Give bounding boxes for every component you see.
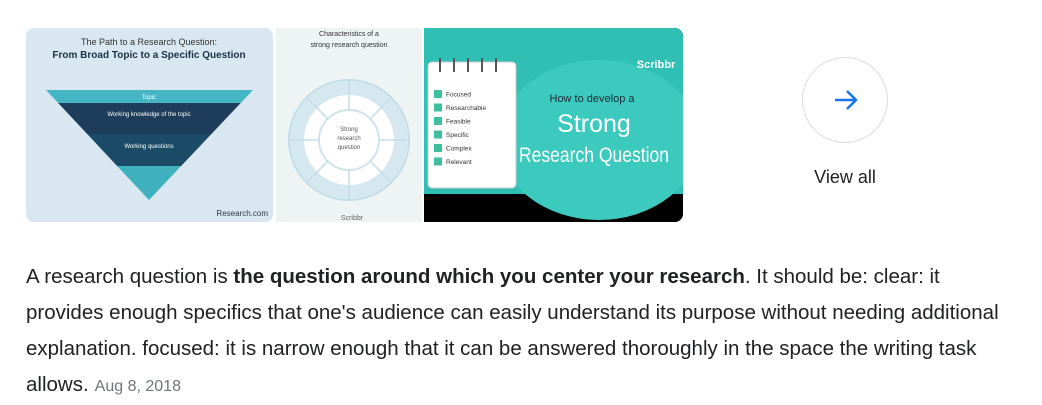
heading: Strong bbox=[557, 110, 631, 138]
checklist-item: Feasible bbox=[446, 119, 471, 126]
checklist-item: Specific bbox=[446, 132, 470, 139]
checklist-item: Relevant bbox=[446, 159, 472, 166]
view-all-button[interactable] bbox=[802, 57, 888, 143]
snippet-date: Aug 8, 2018 bbox=[94, 378, 181, 395]
title: The Path to a Research Question: bbox=[81, 37, 217, 47]
snippet-text: . It should be: clear: it provides enoug… bbox=[26, 265, 999, 396]
heading: How to develop a bbox=[550, 93, 636, 105]
checklist-item: Researchable bbox=[446, 105, 486, 112]
snippet-bold: the question around which you center you… bbox=[233, 265, 745, 288]
snippet-text: A research question is bbox=[26, 265, 234, 288]
layer-label: Working knowledge of the topic bbox=[107, 112, 190, 118]
checkbox bbox=[434, 90, 442, 98]
checklist-item: Complex bbox=[446, 146, 472, 153]
image-characteristics[interactable]: Characteristics of a strong research que… bbox=[276, 28, 422, 222]
snippet: A research question is the question arou… bbox=[26, 259, 1011, 405]
layer-label: Working questions bbox=[124, 144, 173, 150]
brand: Scribbr bbox=[637, 59, 676, 71]
checkbox bbox=[434, 117, 442, 125]
title: From Broad Topic to a Specific Question bbox=[52, 50, 245, 61]
checklist-item: Focused bbox=[446, 92, 471, 99]
view-all-label[interactable]: View all bbox=[814, 167, 876, 187]
arrow-icon bbox=[835, 90, 858, 110]
heading: Research Question bbox=[519, 144, 669, 167]
title: strong research question bbox=[310, 42, 387, 49]
image-how-to-develop[interactable]: Focused Researchable Feasible Specific Compl… bbox=[424, 28, 683, 222]
image-path-to-question[interactable]: The Path to a Research Question: From Br… bbox=[26, 28, 273, 222]
title: Characteristics of a bbox=[319, 31, 379, 38]
brand: Scribbr bbox=[341, 215, 364, 222]
source: Research.com bbox=[216, 209, 268, 218]
center-label: Strong bbox=[340, 127, 358, 133]
center-label: question bbox=[338, 145, 361, 151]
checkbox bbox=[434, 103, 442, 112]
checkbox bbox=[434, 130, 442, 139]
layer-label: Topic bbox=[142, 95, 156, 101]
checkbox bbox=[434, 157, 442, 166]
center-label: research bbox=[337, 136, 360, 142]
checkbox bbox=[434, 144, 442, 152]
